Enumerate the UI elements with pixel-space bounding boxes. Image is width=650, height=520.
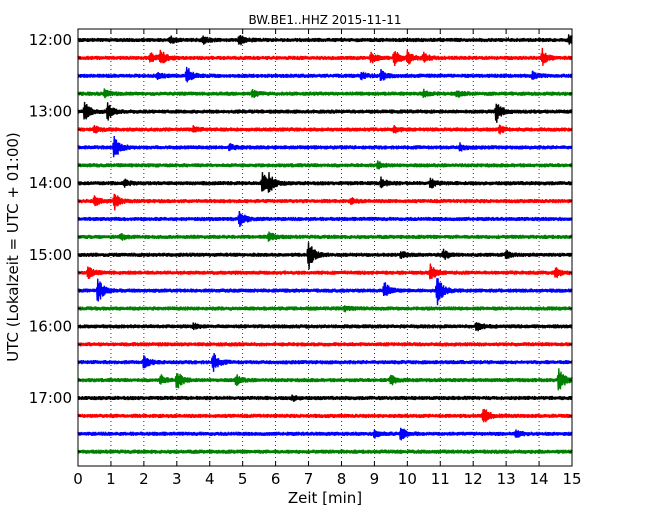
x-tick-label: 15	[562, 470, 581, 488]
x-tick-label: 11	[431, 470, 450, 488]
tick-layer: 0 1 2 3 4 5 6 7 8 9 10 11 12 13 14 1512:0013:0014:0015:…	[29, 29, 582, 488]
x-tick-label: 3	[172, 470, 182, 488]
trace-1445	[77, 231, 573, 242]
trace-1230	[77, 66, 573, 83]
trace-layer	[77, 34, 573, 454]
trace-1530	[77, 278, 573, 306]
x-axis-label: Zeit [min]	[288, 489, 362, 507]
y-tick-label: 16:00	[29, 317, 72, 335]
trace-1715	[77, 408, 573, 423]
trace-1400	[77, 172, 573, 193]
trace-1730	[77, 427, 573, 441]
y-tick-label: 14:00	[29, 174, 72, 192]
trace-1200	[77, 34, 573, 46]
x-tick-label: 5	[238, 470, 248, 488]
x-tick-label: 14	[530, 470, 549, 488]
trace-1545	[77, 305, 573, 313]
trace-1615	[77, 342, 573, 347]
x-tick-label: 7	[304, 470, 314, 488]
chart-title: BW.BE1..HHZ 2015-11-11	[248, 13, 401, 27]
x-tick-label: 6	[271, 470, 281, 488]
x-tick-label: 12	[464, 470, 483, 488]
x-tick-label: 1	[106, 470, 116, 488]
trace-1245	[77, 88, 573, 99]
trace-1345	[77, 160, 573, 170]
plot-frame	[77, 28, 573, 467]
x-tick-label: 10	[398, 470, 417, 488]
trace-1430	[77, 210, 573, 227]
x-tick-label: 0	[73, 470, 83, 488]
y-tick-label: 12:00	[29, 31, 72, 49]
trace-1330	[77, 135, 573, 158]
trace-1415	[77, 193, 573, 211]
x-tick-label: 9	[370, 470, 380, 488]
x-tick-label: 8	[337, 470, 347, 488]
y-tick-label: 15:00	[29, 246, 72, 264]
trace-1630	[77, 353, 573, 372]
trace-1315	[77, 124, 573, 135]
x-tick-label: 4	[205, 470, 215, 488]
trace-1300	[77, 101, 573, 123]
trace-1645	[77, 368, 573, 391]
trace-1745	[77, 449, 573, 454]
trace-1500	[77, 242, 573, 270]
trace-1215	[77, 47, 573, 66]
y-tick-label: 13:00	[29, 103, 72, 121]
x-tick-label: 13	[497, 470, 516, 488]
y-axis-label: UTC (Lokalzeit = UTC + 01:00)	[4, 132, 22, 362]
grid-lines	[110, 29, 540, 466]
x-tick-label: 2	[139, 470, 149, 488]
trace-1600	[77, 322, 573, 332]
trace-1515	[77, 263, 573, 280]
trace-1700	[77, 394, 573, 402]
y-tick-label: 17:00	[29, 389, 72, 407]
